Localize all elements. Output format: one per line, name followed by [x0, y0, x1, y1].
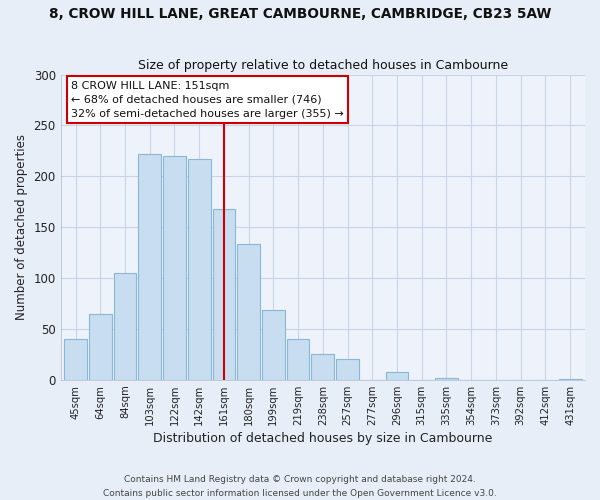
- Bar: [139, 154, 161, 380]
- Bar: [559, 379, 581, 380]
- Bar: [262, 310, 285, 380]
- Bar: [386, 372, 409, 380]
- Bar: [188, 159, 211, 380]
- Text: 8 CROW HILL LANE: 151sqm
← 68% of detached houses are smaller (746)
32% of semi-: 8 CROW HILL LANE: 151sqm ← 68% of detach…: [71, 80, 344, 118]
- Bar: [287, 339, 310, 380]
- Text: 8, CROW HILL LANE, GREAT CAMBOURNE, CAMBRIDGE, CB23 5AW: 8, CROW HILL LANE, GREAT CAMBOURNE, CAMB…: [49, 8, 551, 22]
- Bar: [163, 156, 186, 380]
- Bar: [113, 273, 136, 380]
- Bar: [336, 360, 359, 380]
- Y-axis label: Number of detached properties: Number of detached properties: [15, 134, 28, 320]
- Bar: [212, 209, 235, 380]
- X-axis label: Distribution of detached houses by size in Cambourne: Distribution of detached houses by size …: [153, 432, 493, 445]
- Text: Contains HM Land Registry data © Crown copyright and database right 2024.
Contai: Contains HM Land Registry data © Crown c…: [103, 476, 497, 498]
- Bar: [89, 314, 112, 380]
- Title: Size of property relative to detached houses in Cambourne: Size of property relative to detached ho…: [138, 59, 508, 72]
- Bar: [64, 339, 87, 380]
- Bar: [435, 378, 458, 380]
- Bar: [311, 354, 334, 380]
- Bar: [237, 244, 260, 380]
